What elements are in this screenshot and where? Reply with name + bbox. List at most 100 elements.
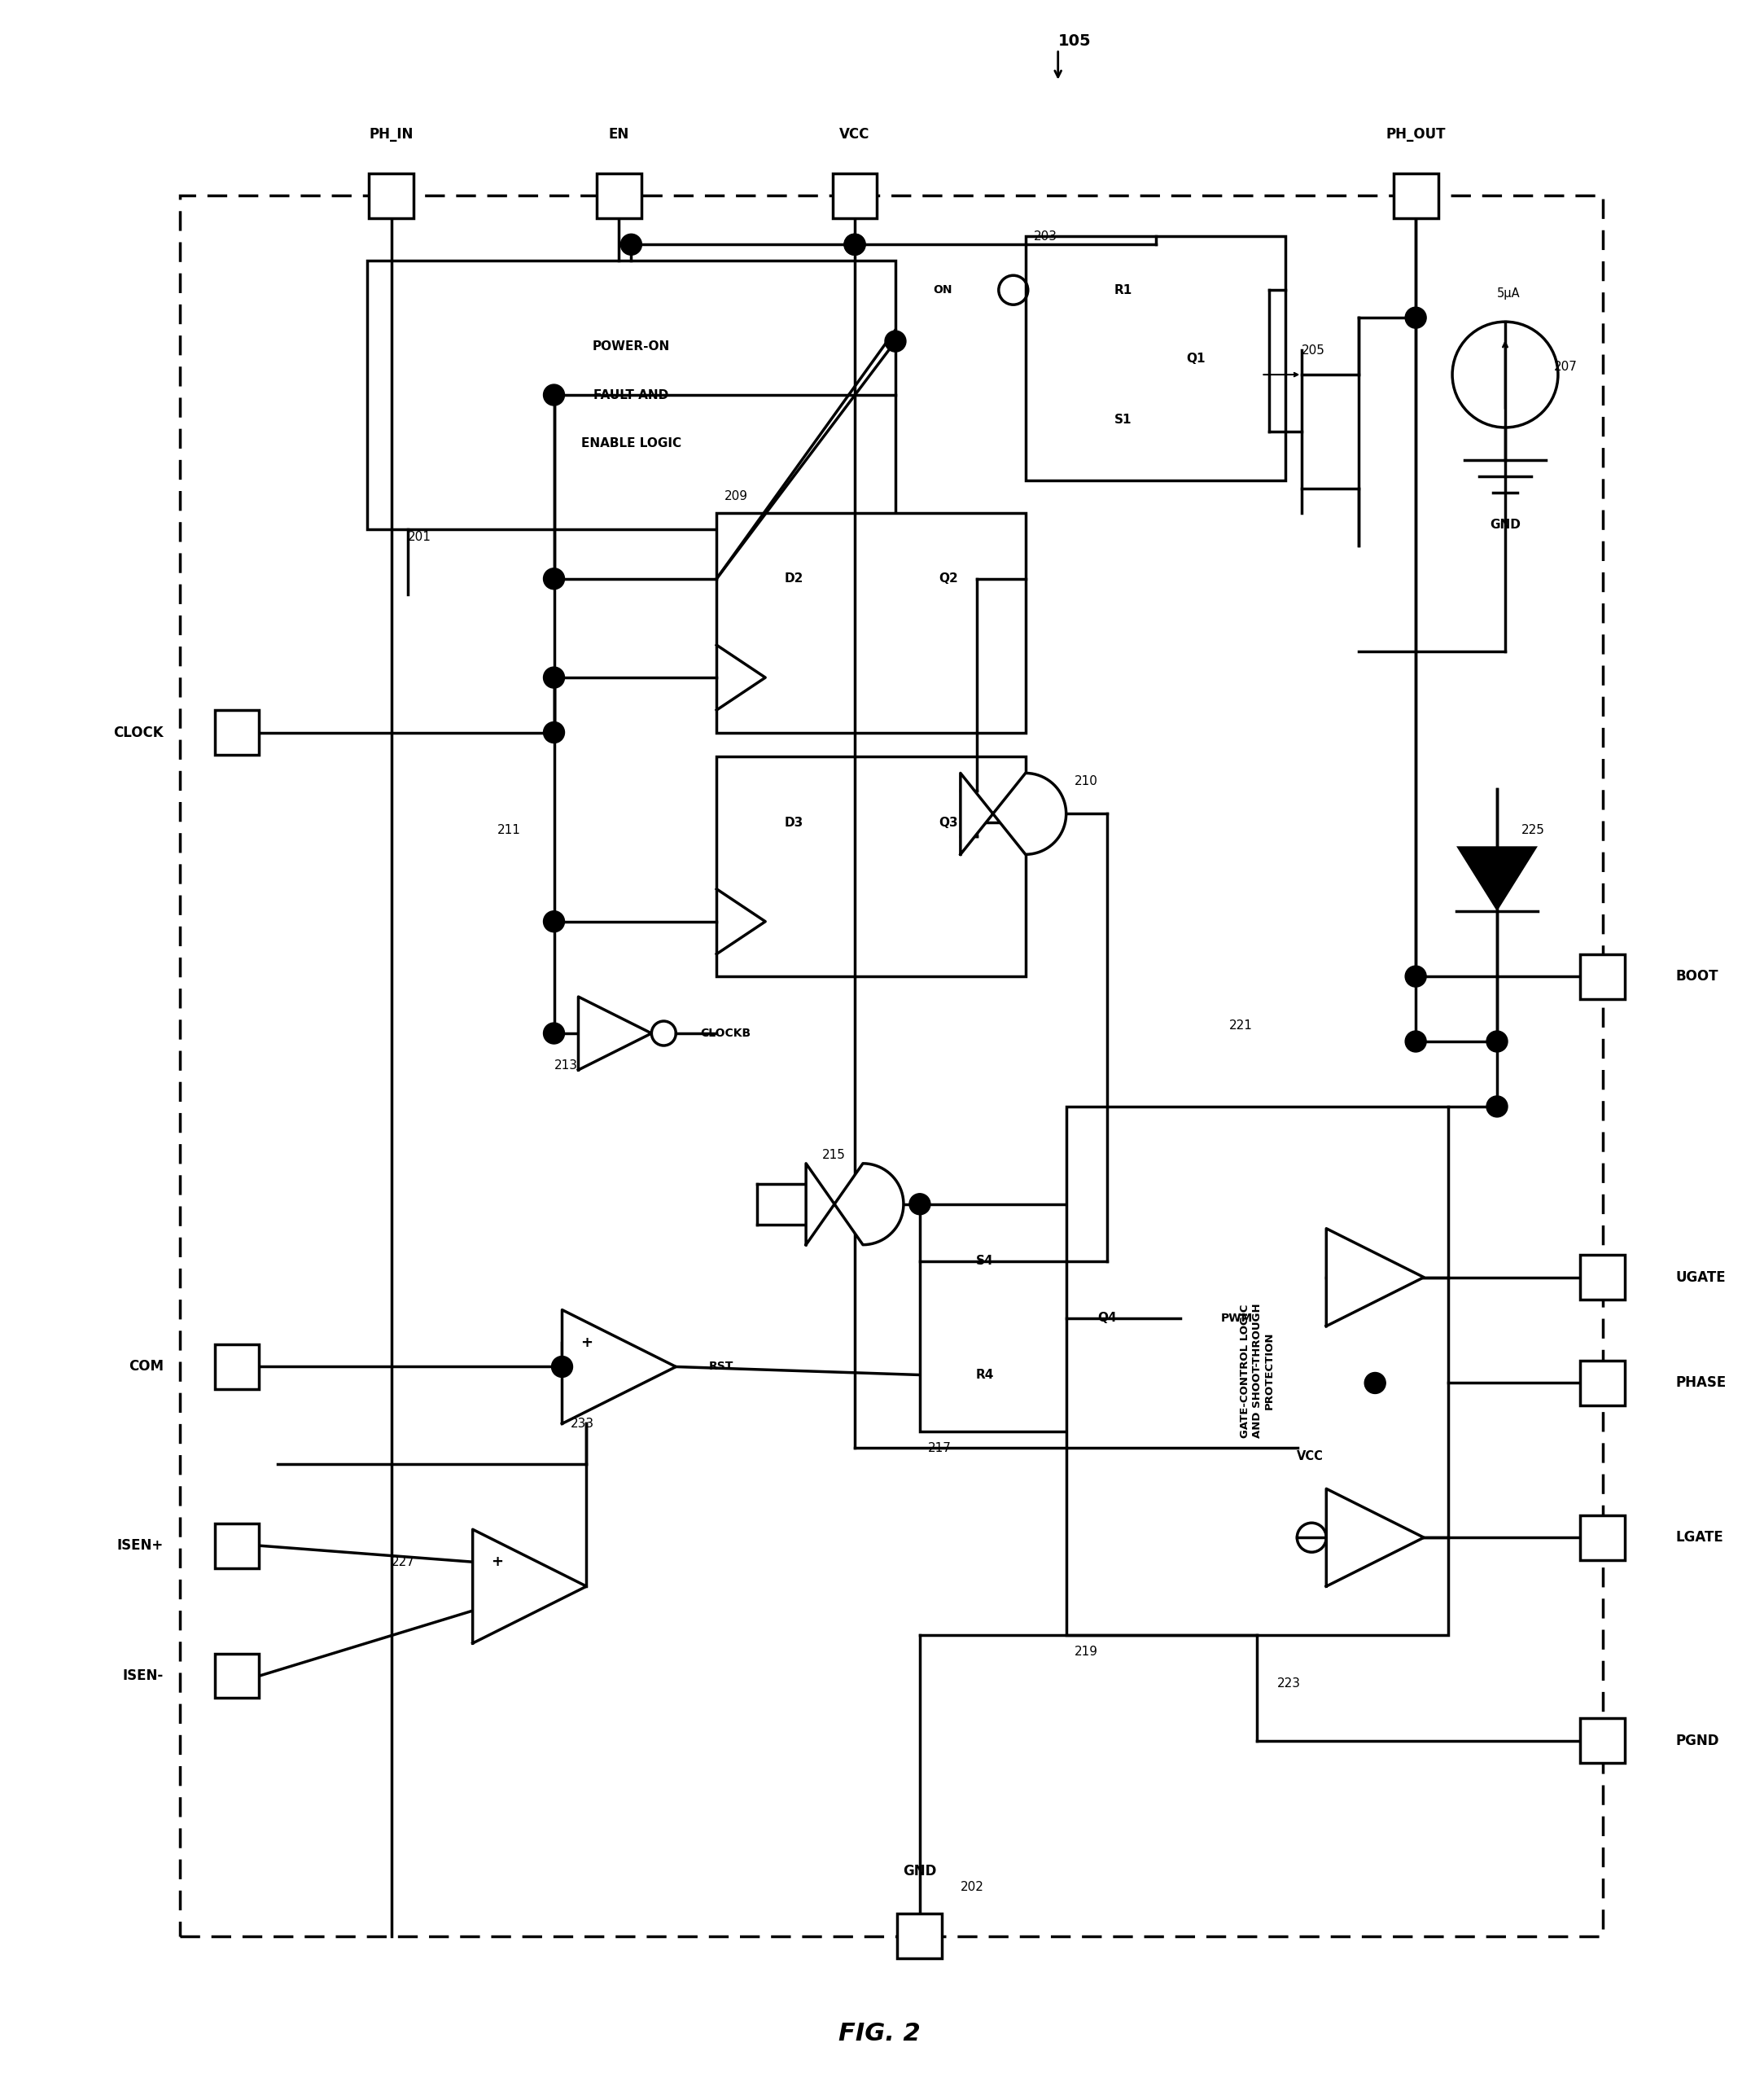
Polygon shape <box>1457 846 1537 911</box>
Circle shape <box>1404 966 1427 987</box>
Polygon shape <box>578 997 651 1069</box>
Text: D2: D2 <box>784 573 804 584</box>
Text: Q1: Q1 <box>1187 353 1206 365</box>
Bar <box>180 195 1602 1936</box>
Bar <box>215 1344 259 1388</box>
Circle shape <box>1487 1031 1508 1052</box>
Text: 211: 211 <box>497 823 520 836</box>
Text: PGND: PGND <box>1676 1732 1719 1747</box>
Bar <box>597 174 641 218</box>
Text: S1: S1 <box>1114 414 1131 426</box>
Text: 210: 210 <box>1075 775 1098 788</box>
Text: 227: 227 <box>392 1556 415 1569</box>
Text: 201: 201 <box>408 531 431 544</box>
Text: R4: R4 <box>975 1369 995 1382</box>
Bar <box>368 260 895 529</box>
Text: VCC: VCC <box>839 128 870 143</box>
Text: FAULT AND: FAULT AND <box>594 388 669 401</box>
Text: PWM: PWM <box>1220 1312 1252 1323</box>
Text: R1: R1 <box>1114 284 1133 296</box>
Text: EN: EN <box>609 128 629 143</box>
Text: FIG. 2: FIG. 2 <box>839 2022 921 2045</box>
Text: 215: 215 <box>823 1149 846 1161</box>
Text: GND: GND <box>1490 519 1520 531</box>
Bar <box>215 710 259 754</box>
Text: POWER-ON: POWER-ON <box>592 340 671 353</box>
Bar <box>898 1913 942 1959</box>
Text: LGATE: LGATE <box>1676 1531 1723 1546</box>
Bar <box>1581 1361 1625 1405</box>
Bar <box>1581 1256 1625 1300</box>
Circle shape <box>1404 307 1427 328</box>
Text: +: + <box>580 1336 592 1350</box>
Bar <box>215 1522 259 1569</box>
Polygon shape <box>1326 1489 1424 1586</box>
Text: Q2: Q2 <box>939 573 958 584</box>
Polygon shape <box>1326 1228 1424 1325</box>
Circle shape <box>884 330 905 353</box>
Text: VCC: VCC <box>1297 1451 1324 1462</box>
Text: 207: 207 <box>1553 361 1578 372</box>
Circle shape <box>543 569 564 590</box>
Text: 233: 233 <box>571 1418 594 1430</box>
Text: ISEN-: ISEN- <box>123 1667 165 1682</box>
Polygon shape <box>805 1163 904 1245</box>
Circle shape <box>844 233 865 254</box>
Text: ISEN+: ISEN+ <box>117 1539 165 1554</box>
Text: +: + <box>490 1554 503 1569</box>
Bar <box>832 174 877 218</box>
Bar <box>215 1653 259 1699</box>
Text: ON: ON <box>933 284 953 296</box>
Text: 105: 105 <box>1058 34 1091 48</box>
Text: ENABLE LOGIC: ENABLE LOGIC <box>581 437 681 449</box>
Text: 217: 217 <box>928 1443 951 1453</box>
Text: Q4: Q4 <box>1098 1312 1117 1325</box>
Text: 225: 225 <box>1522 823 1544 836</box>
Circle shape <box>1404 1031 1427 1052</box>
Circle shape <box>1364 1373 1385 1394</box>
Polygon shape <box>961 773 1066 855</box>
Circle shape <box>543 911 564 932</box>
Bar <box>919 1203 1180 1432</box>
Bar <box>1581 1516 1625 1560</box>
Text: S4: S4 <box>975 1256 993 1266</box>
Circle shape <box>543 668 564 689</box>
Text: D3: D3 <box>784 817 804 830</box>
Text: 219: 219 <box>1075 1644 1098 1657</box>
Text: 213: 213 <box>553 1060 578 1071</box>
Text: PH_OUT: PH_OUT <box>1385 128 1446 143</box>
Circle shape <box>1487 1096 1508 1117</box>
Circle shape <box>552 1357 573 1378</box>
Bar <box>1581 953 1625 1000</box>
Text: RST: RST <box>709 1361 734 1373</box>
Circle shape <box>620 233 643 254</box>
Text: 205: 205 <box>1303 344 1326 357</box>
Text: COM: COM <box>130 1359 165 1373</box>
Circle shape <box>543 722 564 743</box>
Bar <box>1394 174 1438 218</box>
Bar <box>1026 237 1285 481</box>
Text: PH_IN: PH_IN <box>369 128 413 143</box>
Bar <box>1581 1718 1625 1764</box>
Text: 209: 209 <box>725 491 748 502</box>
Bar <box>716 756 1026 977</box>
Polygon shape <box>562 1310 676 1424</box>
Circle shape <box>543 384 564 405</box>
Text: 202: 202 <box>961 1882 984 1894</box>
Text: 223: 223 <box>1278 1678 1301 1691</box>
Text: UGATE: UGATE <box>1676 1270 1726 1285</box>
Circle shape <box>909 1193 930 1214</box>
Text: GND: GND <box>904 1863 937 1877</box>
Text: CLOCK: CLOCK <box>114 724 165 739</box>
Circle shape <box>844 233 865 254</box>
Bar <box>369 174 413 218</box>
Text: 5μA: 5μA <box>1497 288 1520 300</box>
Polygon shape <box>473 1529 587 1642</box>
Bar <box>1066 1107 1448 1636</box>
Text: CLOCKB: CLOCKB <box>700 1027 751 1040</box>
Text: BOOT: BOOT <box>1676 968 1719 983</box>
Text: Q3: Q3 <box>939 817 958 830</box>
Text: PHASE: PHASE <box>1676 1376 1726 1390</box>
Text: GATE-CONTROL LOGIC
AND SHOOT-THROUGH
PROTECTION: GATE-CONTROL LOGIC AND SHOOT-THROUGH PRO… <box>1240 1304 1275 1439</box>
Text: 221: 221 <box>1229 1018 1252 1031</box>
